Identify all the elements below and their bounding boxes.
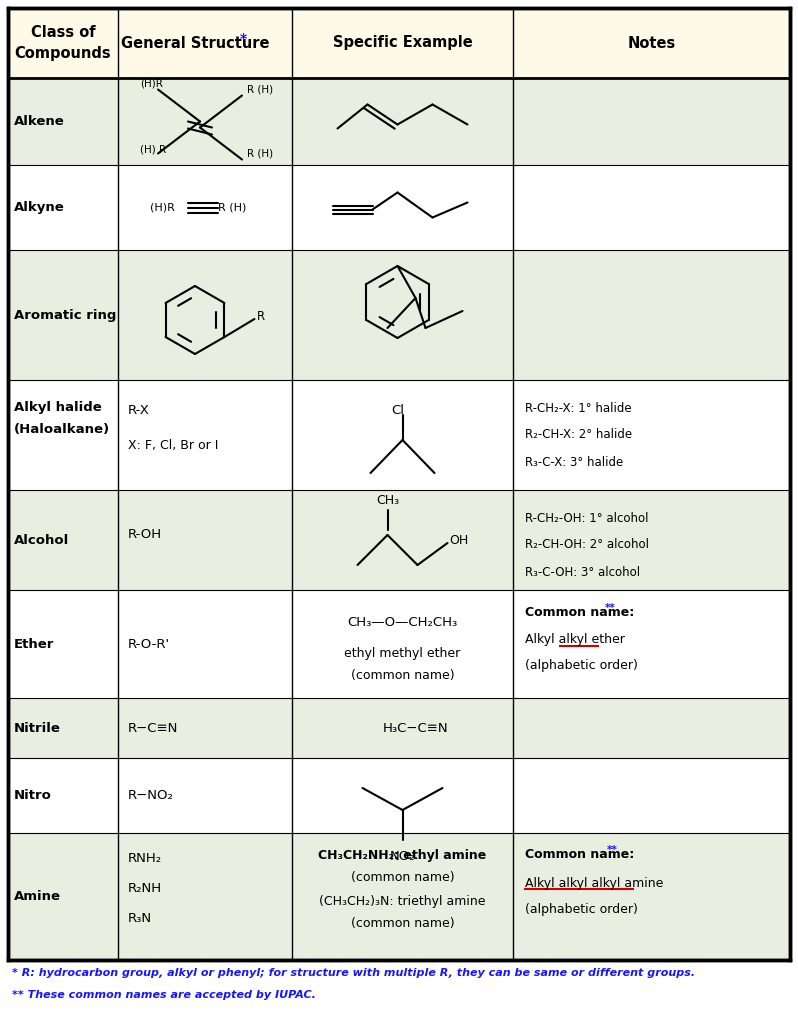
Text: (alphabetic order): (alphabetic order) <box>525 658 638 672</box>
Text: Common name:: Common name: <box>525 849 634 861</box>
Text: Alkyl halide: Alkyl halide <box>14 401 102 415</box>
Bar <box>8 78 790 165</box>
Bar <box>8 165 790 250</box>
Text: CH₃—O—CH₂CH₃: CH₃—O—CH₂CH₃ <box>347 615 457 629</box>
Text: R (H): R (H) <box>247 148 273 159</box>
Text: Nitrile: Nitrile <box>14 722 61 734</box>
Text: Class of
Compounds: Class of Compounds <box>14 25 111 61</box>
Text: NO₂: NO₂ <box>389 850 415 863</box>
Text: R (H): R (H) <box>218 203 247 213</box>
Text: R₂-CH-X: 2° halide: R₂-CH-X: 2° halide <box>525 428 632 441</box>
Text: OH: OH <box>449 535 468 548</box>
Text: Alkyl alkyl ether: Alkyl alkyl ether <box>525 634 625 646</box>
Text: (common name): (common name) <box>350 916 454 930</box>
Text: CH₃: CH₃ <box>376 494 399 507</box>
Text: CH₃CH₂NH₂: ethyl amine: CH₃CH₂NH₂: ethyl amine <box>318 849 487 861</box>
Text: Nitro: Nitro <box>14 790 52 802</box>
Bar <box>8 590 790 698</box>
Text: R-X: R-X <box>128 403 150 417</box>
Text: Alkyl alkyl alkyl amine: Alkyl alkyl alkyl amine <box>525 877 663 890</box>
Text: **: ** <box>607 845 618 855</box>
Text: Common name:: Common name: <box>525 605 634 618</box>
Text: R−C≡N: R−C≡N <box>128 722 179 734</box>
Bar <box>8 250 790 380</box>
Text: ** These common names are accepted by IUPAC.: ** These common names are accepted by IU… <box>12 990 316 1000</box>
Text: R: R <box>256 310 265 324</box>
Text: H₃C−C≡N: H₃C−C≡N <box>382 722 448 734</box>
Text: (H) R: (H) R <box>140 144 166 155</box>
Text: R (H): R (H) <box>247 85 273 94</box>
Text: Aromatic ring: Aromatic ring <box>14 308 117 322</box>
Text: R-CH₂-X: 1° halide: R-CH₂-X: 1° halide <box>525 401 632 415</box>
Text: (CH₃CH₂)₃N: triethyl amine: (CH₃CH₂)₃N: triethyl amine <box>319 895 486 907</box>
Bar <box>8 698 790 758</box>
Text: R₂-CH-OH: 2° alcohol: R₂-CH-OH: 2° alcohol <box>525 539 649 552</box>
Text: Amine: Amine <box>14 890 61 903</box>
Text: **: ** <box>605 603 616 613</box>
Text: Cl: Cl <box>391 403 404 417</box>
Text: Ether: Ether <box>14 638 54 650</box>
Text: X: F, Cl, Br or I: X: F, Cl, Br or I <box>128 438 219 452</box>
Text: Notes: Notes <box>627 36 676 50</box>
Text: (alphabetic order): (alphabetic order) <box>525 902 638 915</box>
Bar <box>8 758 790 833</box>
Text: R₃-C-OH: 3° alcohol: R₃-C-OH: 3° alcohol <box>525 565 640 579</box>
Text: *: * <box>240 32 247 46</box>
Text: (H)R: (H)R <box>140 79 163 88</box>
Text: Alcohol: Alcohol <box>14 534 69 547</box>
Text: R-O-R': R-O-R' <box>128 638 170 650</box>
Bar <box>8 380 790 490</box>
Text: (common name): (common name) <box>350 870 454 884</box>
Text: (H)R: (H)R <box>150 203 175 213</box>
Bar <box>8 8 790 78</box>
Text: General Structure: General Structure <box>120 36 269 50</box>
Text: Alkene: Alkene <box>14 115 65 128</box>
Text: R₃N: R₃N <box>128 911 152 925</box>
Text: ethyl methyl ether: ethyl methyl ether <box>345 647 460 660</box>
Bar <box>8 490 790 590</box>
Text: (Haloalkane): (Haloalkane) <box>14 424 110 436</box>
Text: R₂NH: R₂NH <box>128 882 162 895</box>
Text: R₃-C-X: 3° halide: R₃-C-X: 3° halide <box>525 456 623 469</box>
Text: (common name): (common name) <box>350 670 454 683</box>
Text: R−NO₂: R−NO₂ <box>128 790 174 802</box>
Text: R-CH₂-OH: 1° alcohol: R-CH₂-OH: 1° alcohol <box>525 512 649 524</box>
Text: RNH₂: RNH₂ <box>128 852 162 864</box>
Text: * R: hydrocarbon group, alkyl or phenyl; for structure with multiple R, they can: * R: hydrocarbon group, alkyl or phenyl;… <box>12 968 695 978</box>
Text: Alkyne: Alkyne <box>14 201 65 214</box>
Bar <box>8 833 790 961</box>
Text: Specific Example: Specific Example <box>333 36 472 50</box>
Text: R-OH: R-OH <box>128 528 162 542</box>
